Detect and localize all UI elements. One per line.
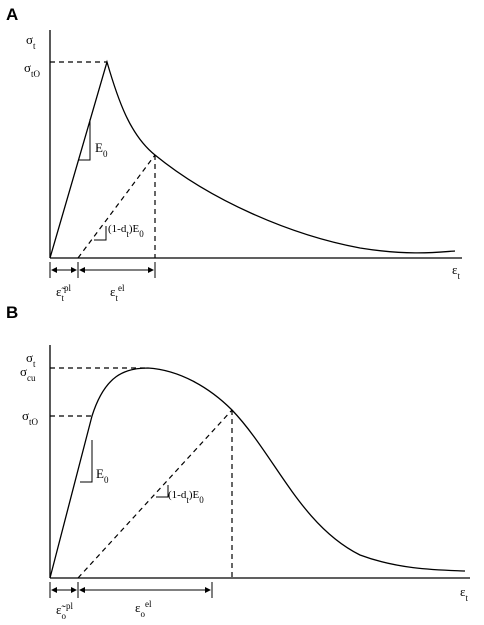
label-part: t [126, 229, 129, 239]
label-part: ε [135, 600, 141, 615]
x-axis-label: εt [452, 262, 460, 281]
y-axis-label: σt [26, 32, 36, 51]
plastic-strain-label: ε̃opl [56, 601, 73, 621]
label-part: )E [189, 489, 200, 501]
peak-label: σcu [20, 364, 36, 383]
plastic-strain-label: ε̃tpl [56, 283, 71, 303]
slope-label: E0 [96, 466, 109, 485]
label-part: σ [26, 32, 33, 47]
label-part: o [140, 609, 145, 619]
label-part: cu [27, 373, 36, 383]
label-part: tO [29, 417, 39, 427]
stress-curve [49, 59, 456, 259]
label-part: t [115, 293, 118, 303]
label-part: 0 [103, 149, 108, 159]
label-part: t [457, 271, 460, 281]
label-part: (1-d [108, 223, 127, 235]
label-part: σ [22, 408, 29, 423]
label-part: t [33, 359, 36, 369]
slope-label: E0 [95, 140, 108, 159]
label-part: E [95, 140, 103, 155]
label-part: pl [66, 601, 74, 611]
slope-triangle [156, 485, 169, 498]
x-axis-label: εt [460, 584, 468, 603]
label-part: )E [129, 223, 140, 235]
damaged-slope-label: (1-dt)E0 [108, 223, 144, 239]
panel-label: A [6, 5, 18, 24]
label-part: σ [20, 364, 27, 379]
panel-label: B [6, 303, 18, 322]
y-axis-label: σt [26, 350, 36, 369]
stress-curve [49, 367, 466, 579]
panel-b: B σt σcu σtO E0 (1-dt)E0 εt ε̃opl εoel [6, 303, 470, 621]
label-part: el [118, 283, 125, 293]
peak-label: σtO [24, 60, 41, 79]
label-part: o [61, 611, 66, 621]
label-part: t [33, 41, 36, 51]
slope-triangle [94, 226, 107, 241]
damaged-slope-label: (1-dt)E0 [168, 489, 204, 505]
label-part: ε [452, 262, 458, 277]
label-part: t [61, 293, 64, 303]
label-part: ε [460, 584, 466, 599]
label-part: (1-d [168, 489, 187, 501]
label-part: E [96, 466, 104, 481]
label-part: ε̃ [56, 284, 66, 299]
label-part: tO [31, 69, 41, 79]
slope-triangle [80, 440, 93, 483]
panel-a: A σt σtO E0 (1-dt)E0 εt ε̃tpl εtel [6, 5, 462, 303]
elastic-strain-label: εtel [110, 283, 125, 303]
label-part: σ [26, 350, 33, 365]
label-part: 0 [139, 229, 144, 239]
label-part: 0 [104, 475, 109, 485]
label-part: t [186, 495, 189, 505]
unloading-line [77, 409, 233, 579]
label-part: t [465, 593, 468, 603]
initial-label: σtO [22, 408, 39, 427]
label-part: σ [24, 60, 31, 75]
label-part: pl [64, 283, 72, 293]
slope-triangle [78, 119, 91, 161]
label-part: ε̃ [56, 602, 66, 617]
label-part: el [145, 599, 152, 609]
elastic-strain-label: εoel [135, 599, 152, 619]
unloading-line [77, 154, 156, 259]
label-part: 0 [199, 495, 204, 505]
label-part: ε [110, 284, 116, 299]
